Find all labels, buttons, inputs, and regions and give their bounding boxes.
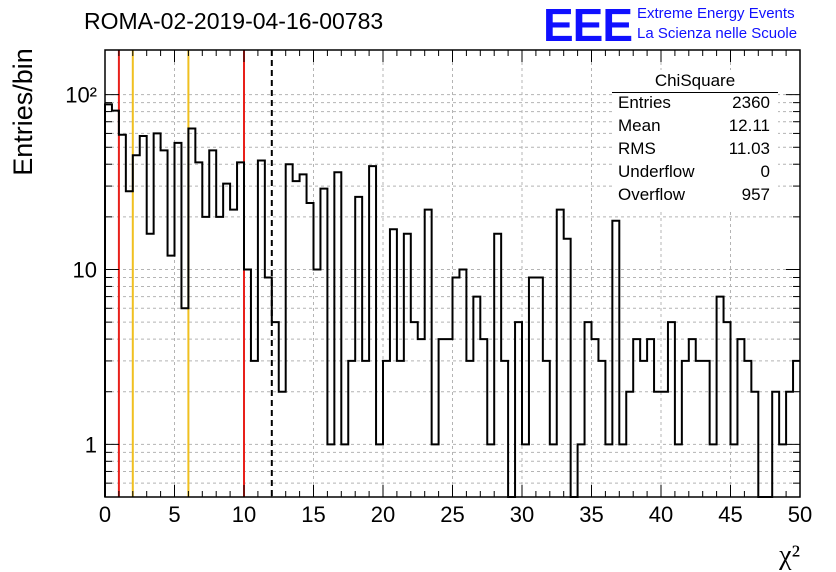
y-tick-label: 10² [65, 83, 97, 108]
stats-row-overflow: Overflow 957 [618, 185, 772, 208]
y-tick-label: 1 [85, 432, 97, 457]
logo-line-2: La Scienza nelle Scuole [637, 25, 798, 42]
x-tick-label: 0 [99, 502, 111, 527]
stats-value: 12.11 [728, 116, 770, 135]
stats-label: Entries [618, 93, 671, 112]
stats-label: Overflow [618, 185, 686, 204]
y-axis-title: Entries/bin [8, 48, 38, 176]
logo-mark: EEE [543, 0, 633, 51]
x-tick-labels: 0 5 10 15 20 25 30 35 40 45 50 [99, 502, 812, 527]
stats-title: ChiSquare [654, 71, 736, 90]
run-title: ROMA-02-2019-04-16-00783 [84, 8, 384, 34]
stats-row-underflow: Underflow 0 [618, 162, 772, 185]
y-tick-label: 10 [73, 257, 97, 282]
x-tick-label: 10 [232, 502, 256, 527]
x-tick-label: 25 [440, 502, 464, 527]
logo-line-1: Extreme Energy Events [637, 5, 795, 22]
x-tick-label: 15 [301, 502, 325, 527]
stats-label: RMS [618, 139, 656, 158]
stats-label: Underflow [618, 162, 695, 181]
y-tick-labels: 1 10 10² [65, 83, 97, 458]
stats-row-entries: Entries 2360 [618, 93, 772, 116]
stats-row-mean: Mean 12.11 [618, 116, 772, 139]
x-tick-label: 20 [371, 502, 395, 527]
stats-value: 0 [760, 162, 770, 181]
x-axis-title: χ² [778, 540, 800, 571]
x-tick-label: 5 [168, 502, 180, 527]
stats-divider [612, 92, 778, 93]
stats-row-rms: RMS 11.03 [618, 139, 772, 162]
histogram-series [104, 103, 800, 498]
stats-box: ChiSquare Entries 2360 Mean 12.11 RMS 11… [612, 70, 778, 210]
stats-label: Mean [618, 116, 661, 135]
x-tick-label: 30 [510, 502, 534, 527]
axis-ticks [104, 50, 801, 497]
x-tick-label: 35 [579, 502, 603, 527]
stats-value: 2360 [732, 93, 770, 112]
stats-value: 11.03 [728, 139, 770, 158]
marker-lines-layer [117, 50, 273, 497]
x-tick-label: 50 [788, 502, 812, 527]
stats-value: 957 [741, 185, 770, 204]
x-tick-label: 40 [649, 502, 673, 527]
x-tick-label: 45 [718, 502, 742, 527]
